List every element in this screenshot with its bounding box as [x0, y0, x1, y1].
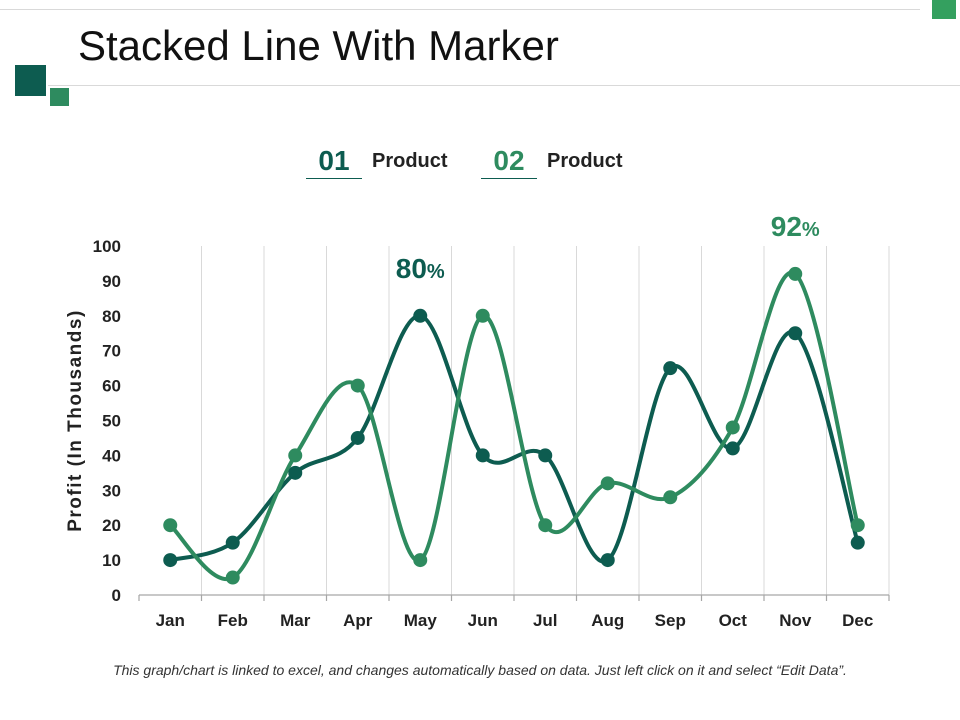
- corner-accent-square: [932, 0, 956, 19]
- y-tick-label: 70: [102, 342, 121, 361]
- series-2-marker-oct: [725, 420, 740, 435]
- callout-unit: %: [427, 261, 445, 283]
- decorative-square-small: [50, 88, 69, 106]
- series-2-marker-may: [413, 553, 428, 568]
- series-1-marker-aug: [600, 553, 615, 568]
- series-2-marker-aug: [600, 476, 615, 491]
- y-axis-label: Profit (In Thousands): [65, 309, 86, 532]
- y-tick-label: 20: [102, 516, 121, 535]
- series-1-marker-nov: [788, 326, 803, 341]
- y-tick-label: 100: [93, 237, 121, 256]
- legend-number: 02: [481, 144, 537, 179]
- x-tick-label: Aug: [591, 611, 624, 630]
- y-tick-label: 30: [102, 481, 121, 500]
- decorative-square-large: [15, 65, 46, 96]
- top-rule: [0, 9, 920, 10]
- y-tick-label: 0: [112, 586, 121, 605]
- x-tick-label: May: [404, 611, 438, 630]
- y-tick-label: 40: [102, 446, 121, 465]
- series-1-marker-jan: [163, 553, 178, 568]
- series-1-marker-dec: [850, 535, 865, 550]
- series-2-marker-mar: [288, 448, 303, 463]
- x-tick-label: Apr: [343, 611, 373, 630]
- y-tick-label: 60: [102, 377, 121, 396]
- series-2-marker-dec: [850, 518, 865, 533]
- x-tick-label: Jan: [156, 611, 185, 630]
- legend-label: Product: [372, 150, 448, 172]
- series-2-marker-apr: [350, 378, 365, 393]
- callout-label-2: 92%: [771, 211, 820, 242]
- callout-label-1: 80%: [396, 253, 445, 284]
- series-1-marker-feb: [225, 535, 240, 550]
- y-tick-label: 90: [102, 272, 121, 291]
- x-tick-label: Dec: [842, 611, 873, 630]
- series-2-marker-feb: [225, 570, 240, 585]
- series-1-marker-mar: [288, 465, 303, 480]
- legend-number: 01: [306, 144, 362, 179]
- page-title: Stacked Line With Marker: [78, 22, 559, 69]
- callout-value: 92: [771, 211, 802, 242]
- series-2-marker-nov: [788, 266, 803, 281]
- y-tick-label: 80: [102, 307, 121, 326]
- callout-unit: %: [802, 219, 820, 241]
- x-tick-label: Feb: [218, 611, 248, 630]
- x-tick-label: Oct: [719, 611, 748, 630]
- x-tick-label: Nov: [779, 611, 812, 630]
- series-2-marker-jun: [475, 308, 490, 323]
- series-1-marker-oct: [725, 441, 740, 456]
- footnote: This graph/chart is linked to excel, and…: [113, 662, 847, 678]
- x-tick-label: Jul: [533, 611, 558, 630]
- legend-label: Product: [547, 150, 623, 172]
- series-1-marker-apr: [350, 430, 365, 445]
- series-2-marker-sep: [663, 490, 678, 505]
- series-1-marker-sep: [663, 361, 678, 376]
- series-1-marker-jun: [475, 448, 490, 463]
- x-tick-label: Sep: [655, 611, 686, 630]
- y-tick-label: 50: [102, 412, 121, 431]
- x-tick-label: Mar: [280, 611, 311, 630]
- x-tick-label: Jun: [468, 611, 498, 630]
- series-2-marker-jan: [163, 518, 178, 533]
- series-1-marker-may: [413, 308, 428, 323]
- title-rule: [48, 85, 960, 86]
- series-1-marker-jul: [538, 448, 553, 463]
- y-tick-label: 10: [102, 551, 121, 570]
- series-2-marker-jul: [538, 518, 553, 533]
- callout-value: 80: [396, 253, 427, 284]
